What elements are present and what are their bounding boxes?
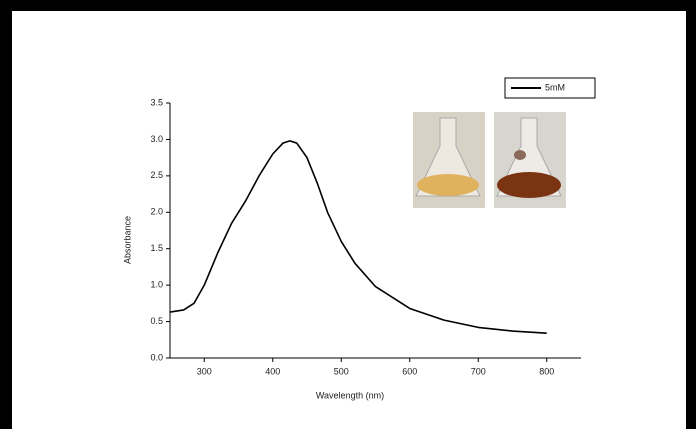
y-tick-label: 3.0 xyxy=(150,134,163,144)
flask-photos xyxy=(413,112,566,208)
x-tick-label: 800 xyxy=(539,366,554,376)
y-tick-label: 0.5 xyxy=(150,316,163,326)
y-tick-label: 2.5 xyxy=(150,170,163,180)
y-tick-label: 1.5 xyxy=(150,243,163,253)
y-tick-label: 2.0 xyxy=(150,207,163,217)
canvas xyxy=(12,11,686,429)
y-axis-label: Absorbance xyxy=(122,216,132,264)
x-tick-label: 400 xyxy=(265,366,280,376)
x-tick-label: 600 xyxy=(402,366,417,376)
x-axis-label: Wavelength (nm) xyxy=(316,390,384,400)
legend xyxy=(504,77,596,99)
y-tick-label: 0.0 xyxy=(150,352,163,362)
y-tick-label: 3.5 xyxy=(150,97,163,107)
data-line xyxy=(169,140,547,335)
x-tick-label: 300 xyxy=(197,366,212,376)
legend-label: 5mM xyxy=(545,82,565,92)
x-tick-label: 500 xyxy=(334,366,349,376)
y-tick-label: 1.0 xyxy=(150,280,163,290)
x-tick-label: 700 xyxy=(471,366,486,376)
